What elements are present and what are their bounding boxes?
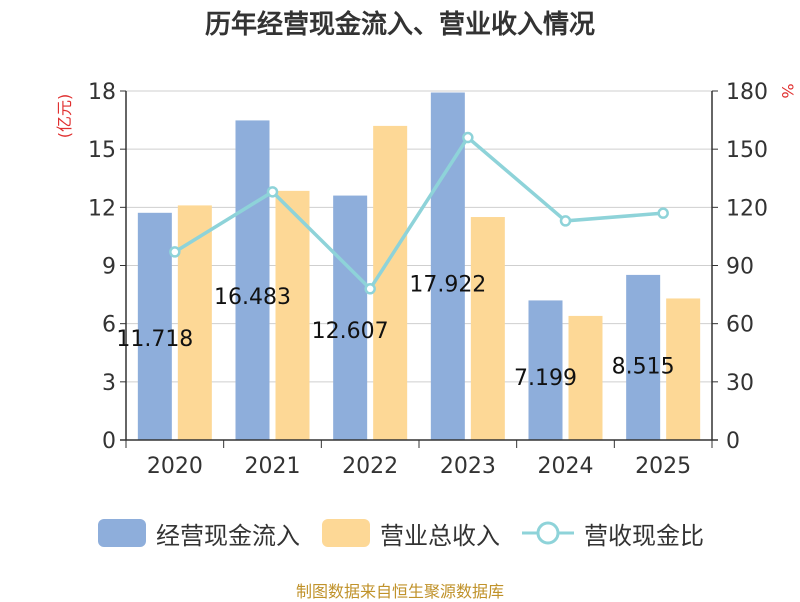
right-tick-label: 150 bbox=[726, 138, 768, 163]
x-tick-label: 2020 bbox=[147, 454, 203, 479]
ratio-point bbox=[364, 283, 376, 295]
ratio-line bbox=[173, 134, 664, 292]
line-layer bbox=[169, 131, 669, 295]
bar-value-label: 7.199 bbox=[514, 366, 577, 391]
right-tick-label: 0 bbox=[726, 429, 740, 454]
bar-revenue bbox=[568, 315, 603, 440]
bar-value-label: 12.607 bbox=[312, 319, 389, 344]
bar-value-label: 8.515 bbox=[612, 355, 675, 380]
ratio-point bbox=[462, 131, 474, 144]
legend-item-ratio[interactable]: 营收现金比 bbox=[522, 516, 704, 550]
right-tick-label: 60 bbox=[726, 313, 754, 338]
left-tick-label: 3 bbox=[102, 371, 116, 396]
legend-label-ratio: 营收现金比 bbox=[584, 521, 704, 550]
chart-title: 历年经营现金流入、营业收入情况 bbox=[204, 10, 595, 40]
bar-revenue bbox=[470, 217, 505, 440]
right-tick-label: 30 bbox=[726, 371, 754, 396]
right-tick-label: 120 bbox=[726, 196, 768, 221]
left-tick-label: 18 bbox=[88, 80, 116, 105]
source-note: 制图数据来自恒生聚源数据库 bbox=[295, 582, 504, 601]
bar-cash-inflow bbox=[528, 300, 563, 440]
bar-revenue bbox=[373, 125, 408, 441]
right-axis-unit: % bbox=[778, 83, 797, 98]
bar-cash-inflow bbox=[235, 120, 270, 441]
bar-revenue bbox=[275, 190, 310, 440]
bar-value-label: 16.483 bbox=[214, 285, 291, 310]
left-tick-label: 15 bbox=[88, 138, 116, 163]
bar-cash-inflow bbox=[333, 195, 368, 440]
legend-swatch-ratio bbox=[522, 521, 574, 545]
right-tick-label: 90 bbox=[726, 255, 754, 280]
ratio-point bbox=[559, 215, 572, 227]
legend-item-revenue[interactable]: 营业总收入 bbox=[322, 516, 500, 550]
legend-label-cash-inflow: 经营现金流入 bbox=[156, 521, 300, 550]
left-axis-unit: (亿元) bbox=[55, 94, 74, 139]
bar-revenue bbox=[177, 205, 212, 440]
bar-value-label: 17.922 bbox=[409, 273, 486, 298]
grid-lines bbox=[126, 90, 712, 383]
ratio-point bbox=[169, 246, 181, 258]
bar-revenue bbox=[666, 298, 701, 440]
bar-layer bbox=[137, 92, 701, 441]
ratio-point bbox=[266, 186, 279, 198]
data-labels: 11.718 16.483 12.607 17.922 7.199 8.515 bbox=[116, 273, 674, 392]
right-tick-label: 180 bbox=[726, 80, 768, 105]
left-tick-label: 12 bbox=[88, 196, 116, 221]
legend-swatch-cash-inflow bbox=[98, 519, 146, 547]
legend-item-cash-inflow[interactable]: 经营现金流入 bbox=[98, 516, 300, 550]
legend-swatch-revenue bbox=[322, 519, 370, 547]
legend-label-revenue: 营业总收入 bbox=[380, 521, 500, 550]
x-tick-label: 2021 bbox=[245, 454, 301, 479]
ratio-point bbox=[657, 207, 669, 219]
left-tick-label: 9 bbox=[102, 255, 116, 280]
bar-cash-inflow bbox=[626, 274, 661, 440]
bar-value-label: 11.718 bbox=[116, 327, 193, 352]
bar-cash-inflow bbox=[430, 92, 465, 441]
x-tick-label: 2024 bbox=[538, 454, 594, 479]
x-tick-label: 2025 bbox=[635, 454, 691, 479]
left-tick-label: 6 bbox=[102, 313, 116, 338]
x-tick-label: 2022 bbox=[342, 454, 398, 479]
left-tick-label: 0 bbox=[102, 429, 116, 454]
x-tick-label: 2023 bbox=[440, 454, 496, 479]
bar-cash-inflow bbox=[137, 212, 172, 440]
